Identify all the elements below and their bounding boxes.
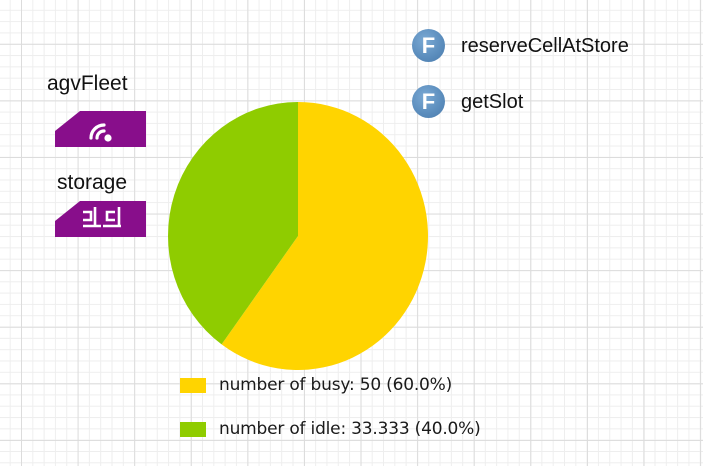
- legend-label-busy: number of busy: 50 (60.0%): [219, 375, 453, 395]
- pie-slice-number-of-busy: [221, 102, 429, 371]
- legend-swatch-idle: [180, 422, 206, 437]
- legend-swatch-busy: [180, 378, 206, 393]
- agent-tile-shape: [55, 201, 146, 237]
- agent-tile-storage[interactable]: [55, 201, 146, 237]
- pie-slice-number-of-idle: [168, 102, 298, 345]
- function-icon[interactable]: F: [412, 85, 445, 118]
- agent-label-agvfleet: agvFleet: [47, 72, 128, 95]
- agent-tile-agvfleet[interactable]: [55, 111, 146, 147]
- legend-label-idle: number of idle: 33.333 (40.0%): [219, 419, 481, 439]
- storage-rack-icon: [83, 207, 121, 228]
- wifi-signal-icon: [89, 123, 106, 140]
- function-icon[interactable]: F: [412, 29, 445, 62]
- agent-label-storage: storage: [57, 171, 128, 194]
- agent-tile-shape: [55, 111, 146, 147]
- function-label-reservecellatstore[interactable]: reserveCellAtStore: [461, 35, 629, 57]
- function-label-getslot[interactable]: getSlot: [461, 91, 524, 113]
